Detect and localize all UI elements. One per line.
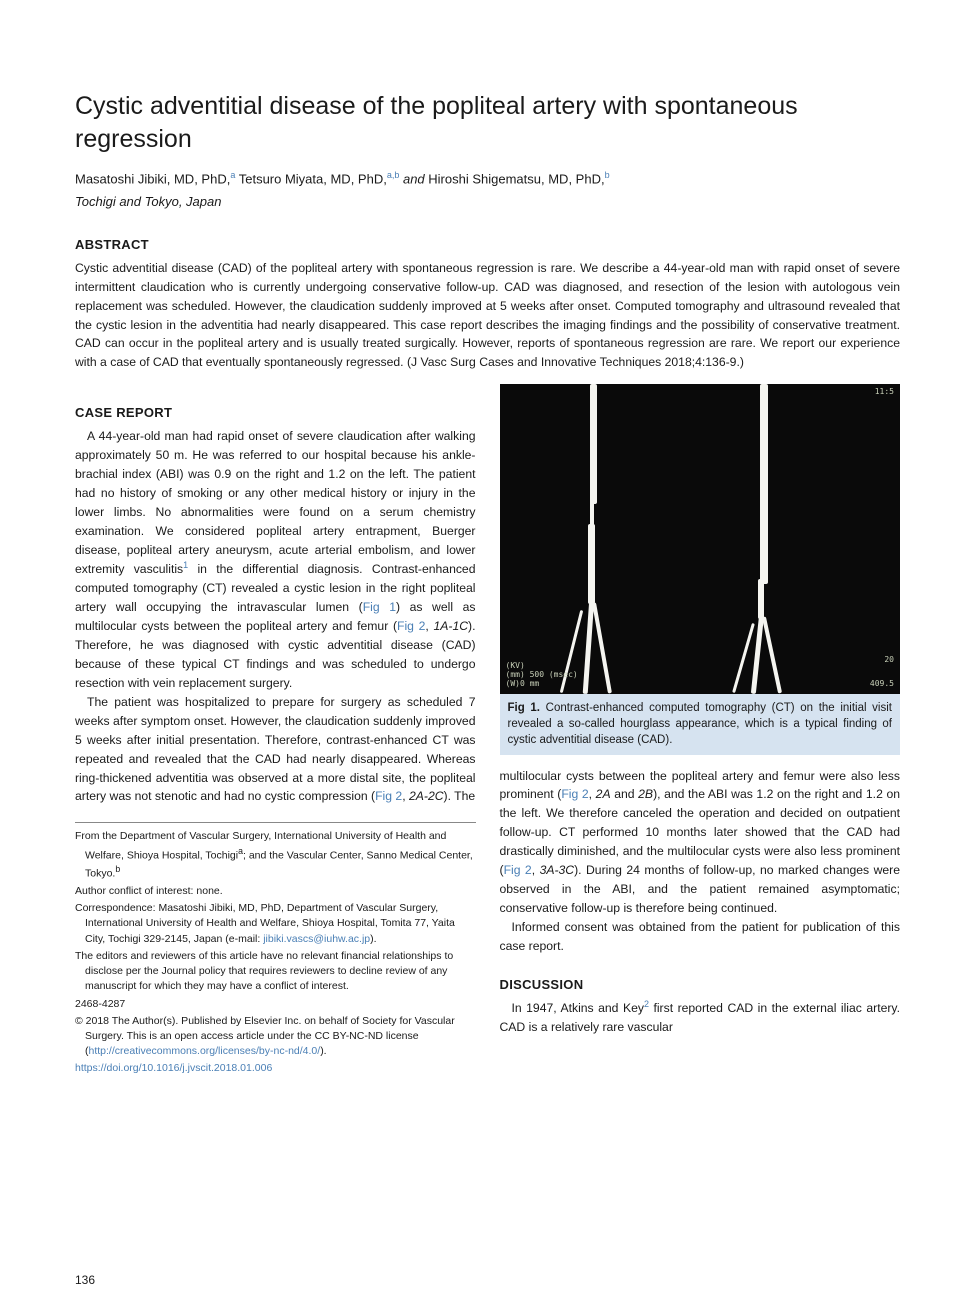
fig1-overlay-topright: 11:5 [875, 388, 894, 397]
fig1-overlay-br2: 409.5 [870, 680, 894, 689]
fig1-overlay-botleft: (KV) (mm) 500 (msec) (W)0 mm [506, 662, 578, 688]
fig1-overlay-br1: 20 [884, 656, 894, 665]
discussion-paragraph-1: In 1947, Atkins and Key2 first reported … [500, 998, 901, 1037]
footnote-editors: The editors and reviewers of this articl… [75, 949, 476, 995]
footnote-copyright: © 2018 The Author(s). Published by Elsev… [75, 1014, 476, 1060]
article-title: Cystic adventitial disease of the poplit… [75, 90, 900, 155]
affiliation-line: Tochigi and Tokyo, Japan [75, 193, 900, 212]
abstract-body: Cystic adventitial disease (CAD) of the … [75, 259, 900, 372]
footnote-doi[interactable]: https://doi.org/10.1016/j.jvscit.2018.01… [75, 1061, 476, 1076]
figure-1: 11:5 20 409.5 (KV) (mm) 500 (msec) (W)0 … [500, 384, 901, 754]
right-paragraph-1: multilocular cysts between the popliteal… [500, 767, 901, 918]
page-number: 136 [75, 1272, 95, 1289]
footnote-correspondence: Correspondence: Masatoshi Jibiki, MD, Ph… [75, 901, 476, 947]
case-paragraph-1: A 44-year-old man had rapid onset of sev… [75, 427, 476, 693]
footnotes-block: From the Department of Vascular Surgery,… [75, 822, 476, 1076]
left-column: CASE REPORT A 44-year-old man had rapid … [75, 384, 476, 1078]
footnote-issn: 2468-4287 [75, 997, 476, 1012]
figure-1-image: 11:5 20 409.5 (KV) (mm) 500 (msec) (W)0 … [500, 384, 901, 694]
doi-link[interactable]: https://doi.org/10.1016/j.jvscit.2018.01… [75, 1062, 272, 1074]
footnote-coi: Author conflict of interest: none. [75, 884, 476, 899]
case-paragraph-2: The patient was hospitalized to prepare … [75, 693, 476, 806]
discussion-heading: DISCUSSION [500, 976, 901, 995]
abstract-heading: ABSTRACT [75, 236, 900, 255]
authors-line: Masatoshi Jibiki, MD, PhD,a Tetsuro Miya… [75, 169, 900, 189]
right-paragraph-2: Informed consent was obtained from the p… [500, 918, 901, 956]
footnote-from: From the Department of Vascular Surgery,… [75, 829, 476, 882]
right-column: 11:5 20 409.5 (KV) (mm) 500 (msec) (W)0 … [500, 384, 901, 1078]
figure-1-caption: Fig 1. Contrast-enhanced computed tomogr… [500, 694, 901, 754]
case-report-heading: CASE REPORT [75, 404, 476, 423]
two-column-body: CASE REPORT A 44-year-old man had rapid … [75, 384, 900, 1078]
